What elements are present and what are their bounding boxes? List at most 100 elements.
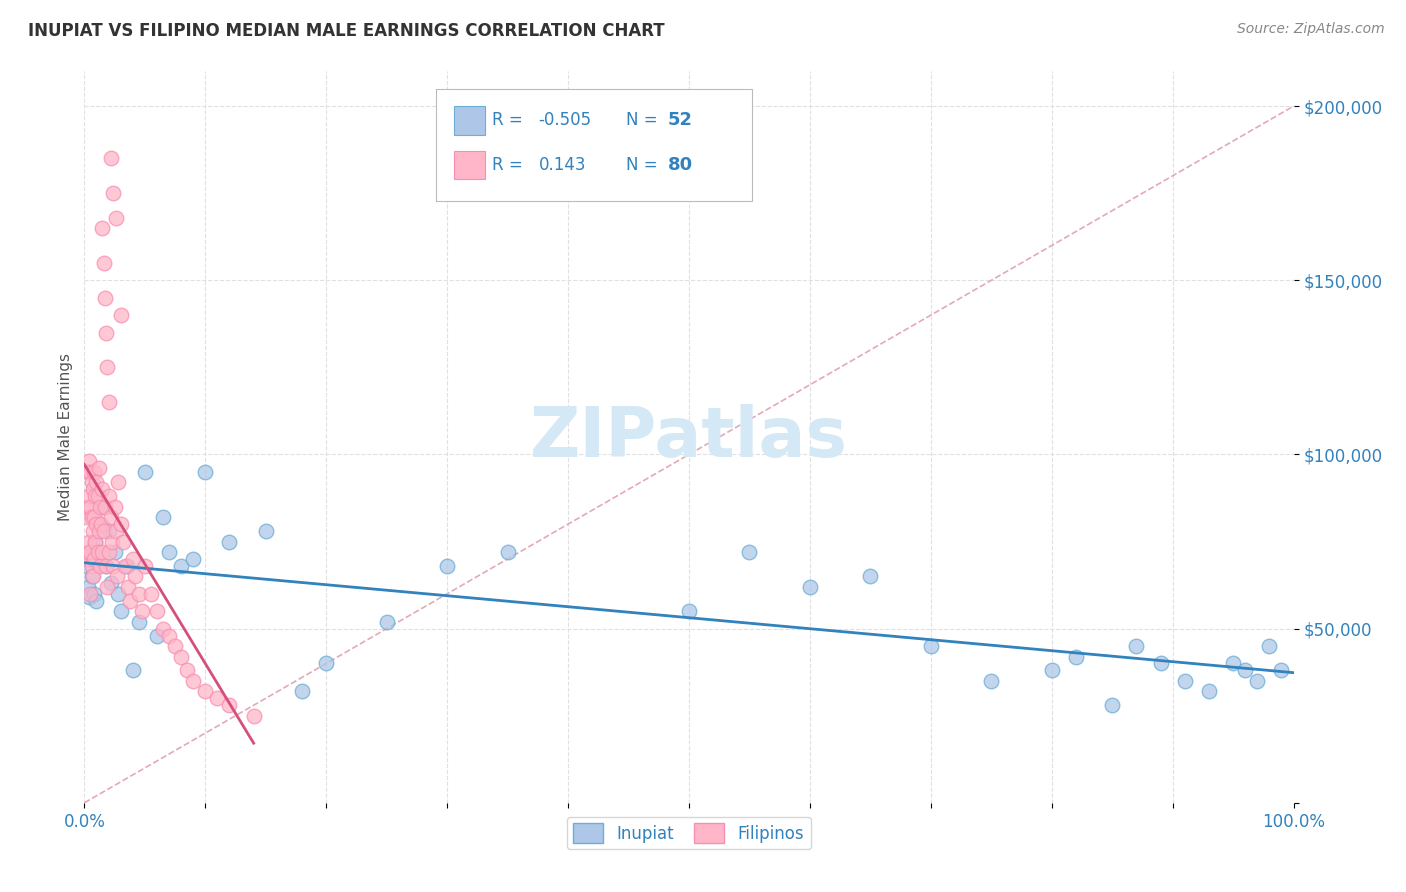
Point (1258, 639, 1281, 653)
Point (1270, 664, 1292, 678)
Point (90, 517, 112, 532)
Point (104, 500, 127, 514)
Point (83, 465, 105, 479)
Point (76, 510, 98, 524)
Point (152, 510, 174, 524)
Point (80, 510, 103, 524)
Point (859, 569, 882, 583)
Point (80, 558, 103, 573)
Point (91, 483, 114, 497)
Text: N =: N = (626, 156, 662, 174)
Point (82, 524, 104, 538)
Point (496, 545, 519, 559)
Point (254, 524, 277, 538)
Point (194, 465, 217, 479)
Point (79, 552, 101, 566)
Point (242, 708, 264, 723)
Point (86, 594, 108, 608)
Point (87, 461, 110, 475)
Point (94, 558, 117, 573)
Point (920, 639, 942, 653)
Text: -0.505: -0.505 (538, 112, 592, 129)
Point (110, 604, 132, 618)
Point (93, 256, 115, 270)
Point (120, 594, 142, 608)
Point (112, 534, 135, 549)
Point (218, 698, 240, 713)
Text: 0.143: 0.143 (538, 156, 586, 174)
Point (79, 465, 101, 479)
Point (80, 475, 103, 490)
Point (84, 489, 107, 503)
Point (94, 500, 117, 514)
Point (124, 569, 146, 583)
Point (89, 500, 111, 514)
Y-axis label: Median Male Earnings: Median Male Earnings (58, 353, 73, 521)
Point (146, 629, 169, 643)
Point (82, 569, 104, 583)
Point (77, 454, 100, 468)
Point (84, 534, 107, 549)
Text: ZIPatlas: ZIPatlas (530, 403, 848, 471)
Point (134, 558, 156, 573)
Point (157, 545, 180, 559)
Text: R =: R = (492, 156, 529, 174)
Text: R =: R = (492, 112, 529, 129)
Point (87, 517, 110, 532)
Point (170, 649, 193, 664)
Point (79, 587, 101, 601)
Text: 80: 80 (668, 156, 693, 174)
Text: N =: N = (626, 112, 662, 129)
Point (436, 558, 458, 573)
Point (79, 545, 101, 559)
Point (97, 524, 120, 538)
Point (218, 534, 240, 549)
Point (79, 500, 101, 514)
Point (82, 545, 104, 559)
Point (117, 580, 139, 594)
Point (146, 604, 169, 618)
Point (77, 545, 100, 559)
Point (87, 524, 110, 538)
Point (103, 186, 125, 201)
Point (134, 465, 156, 479)
Point (980, 673, 1002, 688)
Point (91, 500, 114, 514)
Point (104, 524, 127, 538)
Point (86, 475, 108, 490)
Point (678, 604, 700, 618)
Point (86, 517, 108, 532)
Point (86, 545, 108, 559)
Point (1040, 664, 1063, 678)
Point (77, 500, 100, 514)
Point (96, 360, 118, 375)
Point (181, 673, 204, 688)
Point (94, 558, 117, 573)
Point (91, 545, 114, 559)
Point (97, 395, 120, 409)
Text: INUPIAT VS FILIPINO MEDIAN MALE EARNINGS CORRELATION CHART: INUPIAT VS FILIPINO MEDIAN MALE EARNINGS… (28, 22, 665, 40)
Point (77, 591, 100, 605)
Point (77, 534, 100, 549)
Point (100, 576, 122, 591)
Point (114, 558, 136, 573)
Point (101, 534, 124, 549)
Point (107, 587, 129, 601)
Point (77, 465, 100, 479)
Point (104, 545, 127, 559)
Point (165, 639, 187, 653)
Point (315, 657, 337, 671)
Point (194, 684, 217, 698)
Point (97, 489, 120, 503)
Point (77, 580, 100, 594)
Point (139, 587, 162, 601)
Point (100, 510, 122, 524)
Point (128, 587, 150, 601)
Point (91, 221, 114, 235)
Point (80, 569, 103, 583)
Text: 52: 52 (668, 112, 693, 129)
Point (207, 691, 229, 706)
Point (93, 524, 115, 538)
Point (76, 552, 98, 566)
Text: Source: ZipAtlas.com: Source: ZipAtlas.com (1237, 22, 1385, 37)
